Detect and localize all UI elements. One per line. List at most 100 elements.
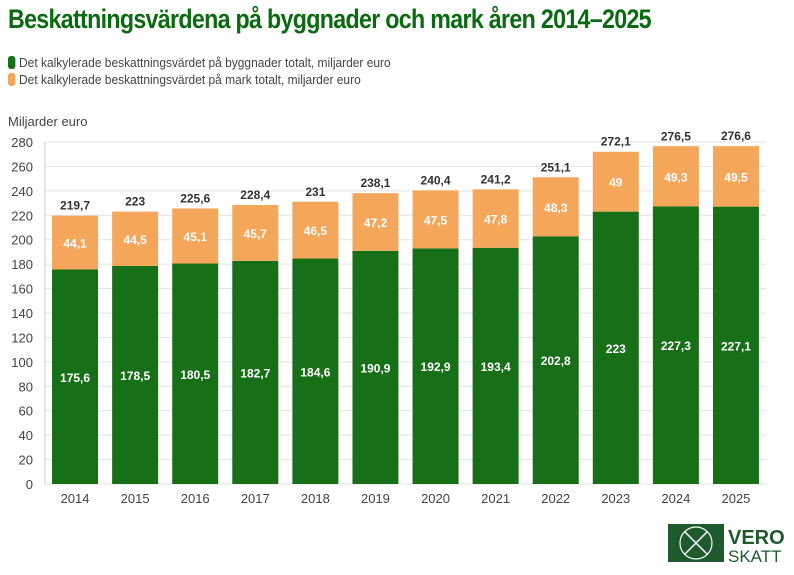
- legend-label: Det kalkylerade beskattningsvärdet på by…: [19, 55, 391, 70]
- total-label: 272,1: [601, 135, 631, 149]
- bar-land: [712, 146, 759, 207]
- y-tick-label: 220: [11, 208, 33, 223]
- x-tick-label: 2021: [481, 491, 510, 506]
- y-axis-label: Miljarder euro: [8, 114, 88, 129]
- bar-buildings: [172, 263, 219, 484]
- data-label: 46,5: [304, 224, 328, 238]
- x-tick-label: 2020: [421, 491, 450, 506]
- legend-swatch: [8, 73, 16, 86]
- legend-label: Det kalkylerade beskattningsvärdet på ma…: [19, 72, 361, 87]
- data-label: 192,9: [421, 360, 451, 374]
- x-tick-label: 2024: [661, 491, 690, 506]
- data-label: 47,5: [424, 213, 448, 227]
- bar-buildings: [652, 206, 699, 484]
- data-label: 223: [606, 342, 626, 356]
- bar-land: [232, 205, 279, 261]
- data-label: 180,5: [180, 368, 210, 382]
- x-tick-label: 2019: [361, 491, 390, 506]
- bar-buildings: [292, 258, 339, 484]
- total-label: 225,6: [180, 191, 210, 205]
- bar-land: [172, 208, 219, 264]
- y-tick-label: 200: [11, 233, 33, 248]
- bar-land: [412, 190, 459, 249]
- chart-title: Beskattningsvärdena på byggnader och mar…: [8, 4, 652, 34]
- y-tick-label: 140: [11, 306, 33, 321]
- bar-buildings: [712, 206, 759, 484]
- legend-item-land: Det kalkylerade beskattningsvärdet på ma…: [8, 72, 361, 87]
- bar-land: [52, 215, 99, 270]
- bar-land: [532, 177, 579, 237]
- x-tick-label: 2015: [121, 491, 150, 506]
- data-label: 49,5: [724, 170, 748, 184]
- bar-buildings: [592, 211, 639, 484]
- data-label: 193,4: [481, 360, 511, 374]
- total-label: 276,6: [721, 129, 751, 143]
- bar-buildings: [112, 265, 159, 484]
- total-label: 238,1: [360, 176, 390, 190]
- bar-land: [652, 146, 699, 207]
- data-label: 48,3: [544, 201, 568, 215]
- total-label: 251,1: [541, 160, 571, 174]
- data-label: 182,7: [240, 366, 270, 380]
- x-tick-label: 2014: [61, 491, 90, 506]
- data-label: 45,7: [244, 227, 268, 241]
- total-label: 241,2: [481, 172, 511, 186]
- x-tick-label: 2023: [601, 491, 630, 506]
- y-tick-label: 40: [19, 428, 33, 443]
- total-label: 240,4: [421, 173, 451, 187]
- bar-buildings: [472, 247, 519, 484]
- y-tick-label: 0: [26, 477, 33, 492]
- y-tick-label: 100: [11, 355, 33, 370]
- total-label: 223: [125, 195, 145, 209]
- data-label: 47,2: [364, 216, 388, 230]
- y-tick-label: 160: [11, 282, 33, 297]
- svg-text:VERO: VERO: [728, 527, 785, 549]
- total-label: 276,5: [661, 129, 691, 143]
- bar-buildings: [352, 250, 399, 484]
- bar-land: [112, 211, 159, 266]
- y-tick-label: 20: [19, 453, 33, 468]
- y-tick-label: 120: [11, 330, 33, 345]
- x-tick-label: 2025: [721, 491, 750, 506]
- data-label: 190,9: [360, 361, 390, 375]
- y-tick-label: 60: [19, 404, 33, 419]
- bar-buildings: [232, 260, 279, 484]
- y-tick-label: 240: [11, 184, 33, 199]
- data-label: 49,3: [664, 170, 688, 184]
- x-tick-label: 2018: [301, 491, 330, 506]
- data-label: 227,3: [661, 339, 691, 353]
- data-label: 49: [609, 176, 623, 190]
- y-tick-label: 180: [11, 257, 33, 272]
- svg-text:SKATT: SKATT: [728, 547, 782, 564]
- data-label: 227,1: [721, 339, 751, 353]
- bar-land: [352, 193, 399, 251]
- bar-buildings: [412, 248, 459, 484]
- vero-skatt-logo: VERO SKATT: [668, 522, 786, 564]
- y-tick-label: 80: [19, 379, 33, 394]
- total-label: 219,7: [60, 199, 90, 213]
- bar-land: [292, 201, 339, 259]
- bar-land: [472, 189, 519, 248]
- bar-buildings: [52, 269, 99, 484]
- data-label: 175,6: [60, 371, 90, 385]
- y-tick-label: 280: [11, 135, 33, 150]
- total-label: 231: [305, 185, 325, 199]
- data-label: 184,6: [300, 365, 330, 379]
- data-label: 45,1: [184, 230, 208, 244]
- bar-buildings: [532, 236, 579, 484]
- data-label: 44,1: [63, 237, 87, 251]
- x-tick-label: 2022: [541, 491, 570, 506]
- data-label: 44,5: [123, 233, 147, 247]
- data-label: 178,5: [120, 369, 150, 383]
- y-tick-label: 260: [11, 159, 33, 174]
- x-tick-label: 2016: [181, 491, 210, 506]
- x-tick-label: 2017: [241, 491, 270, 506]
- bar-land: [592, 151, 639, 212]
- total-label: 228,4: [240, 188, 270, 202]
- legend-swatch: [8, 56, 16, 69]
- data-label: 202,8: [541, 354, 571, 368]
- legend-item-buildings: Det kalkylerade beskattningsvärdet på by…: [8, 55, 391, 70]
- data-label: 47,8: [484, 213, 508, 227]
